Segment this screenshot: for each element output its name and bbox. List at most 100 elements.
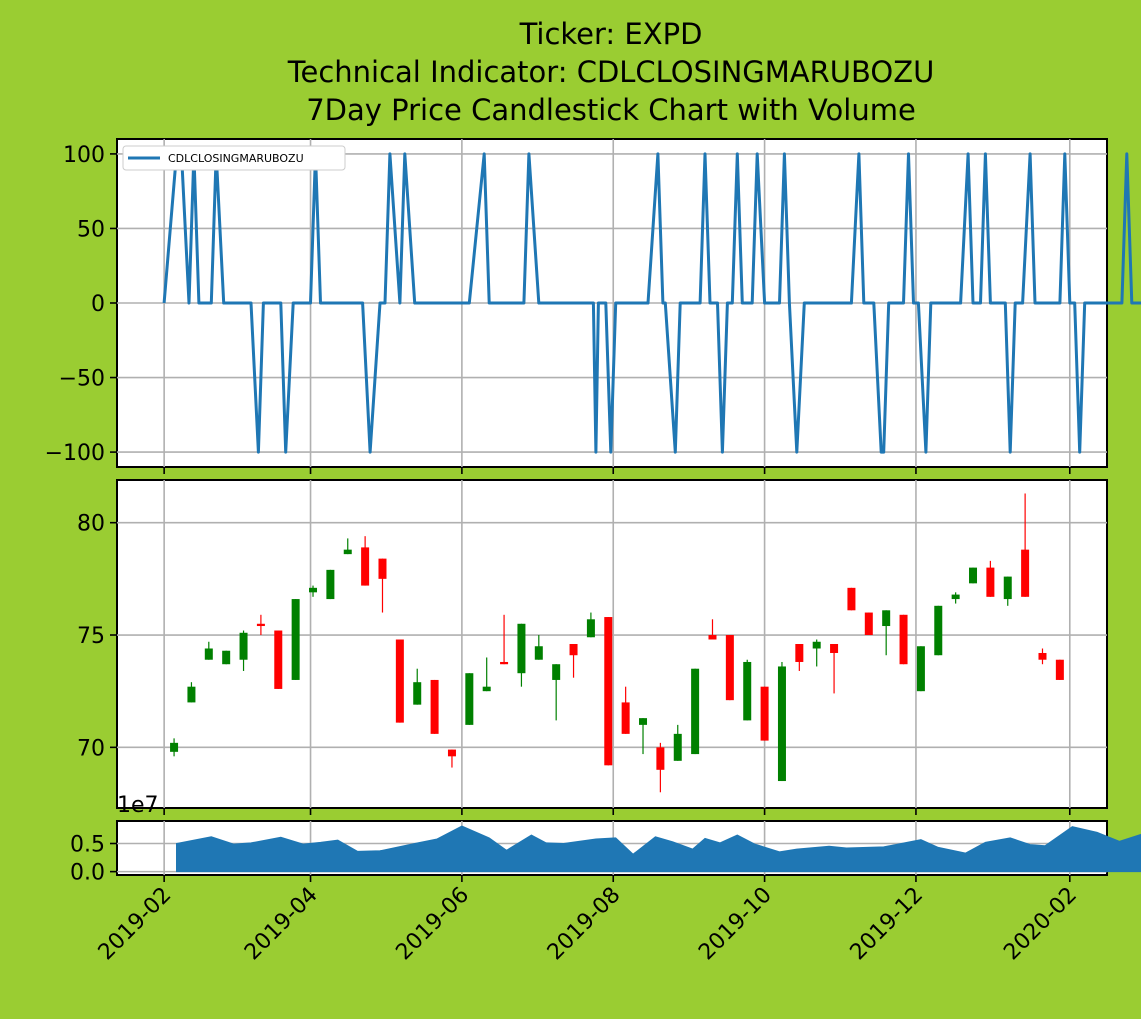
y-tick-label: 50 bbox=[77, 217, 105, 242]
candle-down bbox=[864, 612, 873, 636]
candle-up bbox=[916, 646, 925, 692]
candle-down bbox=[725, 635, 734, 701]
candle-up bbox=[309, 585, 318, 597]
candle-up bbox=[239, 630, 248, 671]
candle-up bbox=[812, 639, 821, 667]
candle-down bbox=[708, 619, 717, 640]
y-tick-label: 70 bbox=[77, 736, 105, 761]
candle-body bbox=[1038, 652, 1047, 660]
candle-body bbox=[326, 569, 335, 600]
candle-down bbox=[361, 536, 370, 586]
volume-y-axis: 0.00.5 bbox=[70, 833, 117, 886]
candle-body bbox=[951, 594, 960, 600]
candle-up bbox=[343, 538, 352, 555]
candle-down bbox=[621, 686, 630, 734]
candle-body bbox=[882, 610, 891, 627]
candle-body bbox=[847, 587, 856, 611]
y-tick-label: 0.5 bbox=[70, 833, 105, 858]
candle-body bbox=[934, 605, 943, 656]
candle-body bbox=[830, 644, 839, 653]
candle-body bbox=[552, 664, 561, 680]
candle-body bbox=[812, 641, 821, 649]
candle-body bbox=[413, 682, 422, 705]
candle-body bbox=[500, 661, 509, 665]
candle-up bbox=[187, 682, 196, 703]
candle-up bbox=[326, 569, 335, 600]
candle-down bbox=[447, 749, 456, 768]
candle-body bbox=[256, 623, 265, 627]
candle-body bbox=[204, 648, 213, 660]
candle-body bbox=[969, 567, 978, 584]
indicator-x-ticks bbox=[163, 467, 1071, 474]
candle-down bbox=[899, 614, 908, 665]
candle-down bbox=[569, 644, 578, 678]
candle-down bbox=[256, 614, 265, 636]
candle-body bbox=[899, 614, 908, 665]
candle-body bbox=[743, 661, 752, 721]
candle-up bbox=[777, 661, 786, 782]
candle-body bbox=[691, 668, 700, 755]
volume-area bbox=[176, 825, 1141, 873]
candle-down bbox=[1055, 659, 1064, 680]
candle-body bbox=[187, 686, 196, 703]
price-candles bbox=[170, 493, 1064, 793]
y-tick-label: 80 bbox=[77, 512, 105, 537]
candle-up bbox=[691, 668, 700, 755]
candle-body bbox=[274, 630, 283, 689]
candle-down bbox=[847, 587, 856, 611]
candle-down bbox=[795, 644, 804, 671]
candle-down bbox=[430, 679, 439, 734]
candle-up bbox=[882, 610, 891, 656]
candle-up bbox=[222, 650, 231, 665]
candle-body bbox=[1055, 659, 1064, 680]
candle-up bbox=[413, 668, 422, 705]
y-tick-label: −100 bbox=[45, 441, 105, 466]
candle-up bbox=[482, 657, 491, 692]
candle-body bbox=[760, 686, 769, 741]
candle-up bbox=[673, 724, 682, 761]
candle-down bbox=[760, 686, 769, 741]
candle-body bbox=[430, 679, 439, 734]
candle-down bbox=[1038, 648, 1047, 665]
candle-up bbox=[934, 605, 943, 656]
candle-body bbox=[517, 623, 526, 674]
candle-body bbox=[604, 617, 613, 766]
candle-body bbox=[343, 549, 352, 555]
candle-body bbox=[725, 635, 734, 701]
y-tick-label: −50 bbox=[59, 367, 105, 392]
candle-up bbox=[969, 567, 978, 584]
candle-up bbox=[517, 623, 526, 687]
y-tick-label: 100 bbox=[63, 143, 105, 168]
candle-body bbox=[621, 702, 630, 734]
candle-body bbox=[291, 599, 300, 680]
chart-title-indicator: Technical Indicator: CDLCLOSINGMARUBOZU bbox=[287, 55, 935, 89]
candle-body bbox=[673, 733, 682, 761]
candle-down bbox=[378, 558, 387, 613]
candle-body bbox=[656, 747, 665, 770]
candle-body bbox=[170, 742, 179, 752]
candle-body bbox=[482, 686, 491, 692]
candle-body bbox=[361, 547, 370, 586]
candle-down bbox=[656, 742, 665, 793]
candle-body bbox=[465, 673, 474, 725]
candle-body bbox=[777, 666, 786, 782]
legend-box bbox=[122, 145, 346, 171]
candle-body bbox=[586, 619, 595, 638]
candle-body bbox=[569, 644, 578, 656]
candle-down bbox=[500, 614, 509, 665]
indicator-y-axis: 100 50 0 −50 −100 bbox=[45, 143, 117, 466]
candle-down bbox=[986, 560, 995, 597]
price-y-axis: 70 75 80 bbox=[77, 512, 117, 761]
candle-body bbox=[534, 646, 543, 660]
candle-up bbox=[552, 664, 561, 721]
legend-label: CDLCLOSINGMARUBOZU bbox=[168, 152, 304, 165]
chart-title-ticker: Ticker: EXPD bbox=[519, 17, 703, 51]
candle-body bbox=[986, 567, 995, 597]
candle-up bbox=[204, 641, 213, 660]
candle-body bbox=[309, 587, 318, 593]
indicator-line bbox=[162, 152, 1141, 454]
candle-body bbox=[639, 718, 648, 725]
candle-up bbox=[743, 659, 752, 721]
candle-down bbox=[274, 630, 283, 689]
